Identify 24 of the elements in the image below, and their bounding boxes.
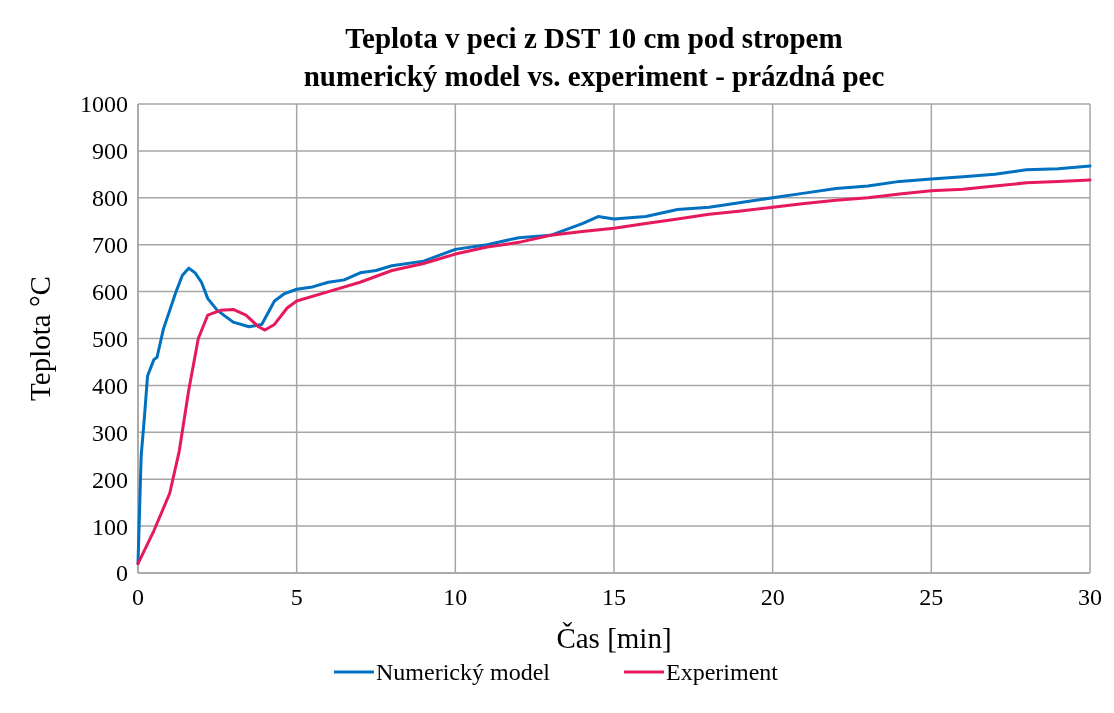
y-axis-title: Teplota °C <box>24 276 56 401</box>
y-tick-label: 400 <box>92 372 128 399</box>
x-tick-label: 30 <box>1078 584 1102 610</box>
y-tick-label: 900 <box>92 138 128 165</box>
x-tick-label: 15 <box>602 584 626 610</box>
y-tick-label: 700 <box>92 232 128 259</box>
y-tick-label: 100 <box>92 513 128 540</box>
y-tick-label: 300 <box>92 419 128 446</box>
legend-label: Experiment <box>666 659 779 685</box>
y-tick-label: 0 <box>116 560 128 587</box>
x-tick-label: 10 <box>443 584 468 610</box>
x-tick-label: 0 <box>132 584 144 610</box>
y-tick-label: 200 <box>92 466 128 493</box>
chart-title: Teplota v peci z DST 10 cm pod stropem <box>345 22 843 54</box>
y-tick-label: 600 <box>92 279 128 305</box>
y-tick-label: 500 <box>92 325 128 352</box>
x-tick-label: 20 <box>760 584 785 610</box>
x-axis-title: Čas [min] <box>556 622 672 654</box>
chart-subtitle: numerický model vs. experiment - prázdná pec <box>303 60 885 92</box>
y-tick-label: 1000 <box>80 91 128 118</box>
y-tick-label: 800 <box>92 185 128 212</box>
x-tick-label: 5 <box>290 584 303 610</box>
legend-label: Numerický model <box>376 659 551 685</box>
x-tick-label: 25 <box>919 584 944 610</box>
